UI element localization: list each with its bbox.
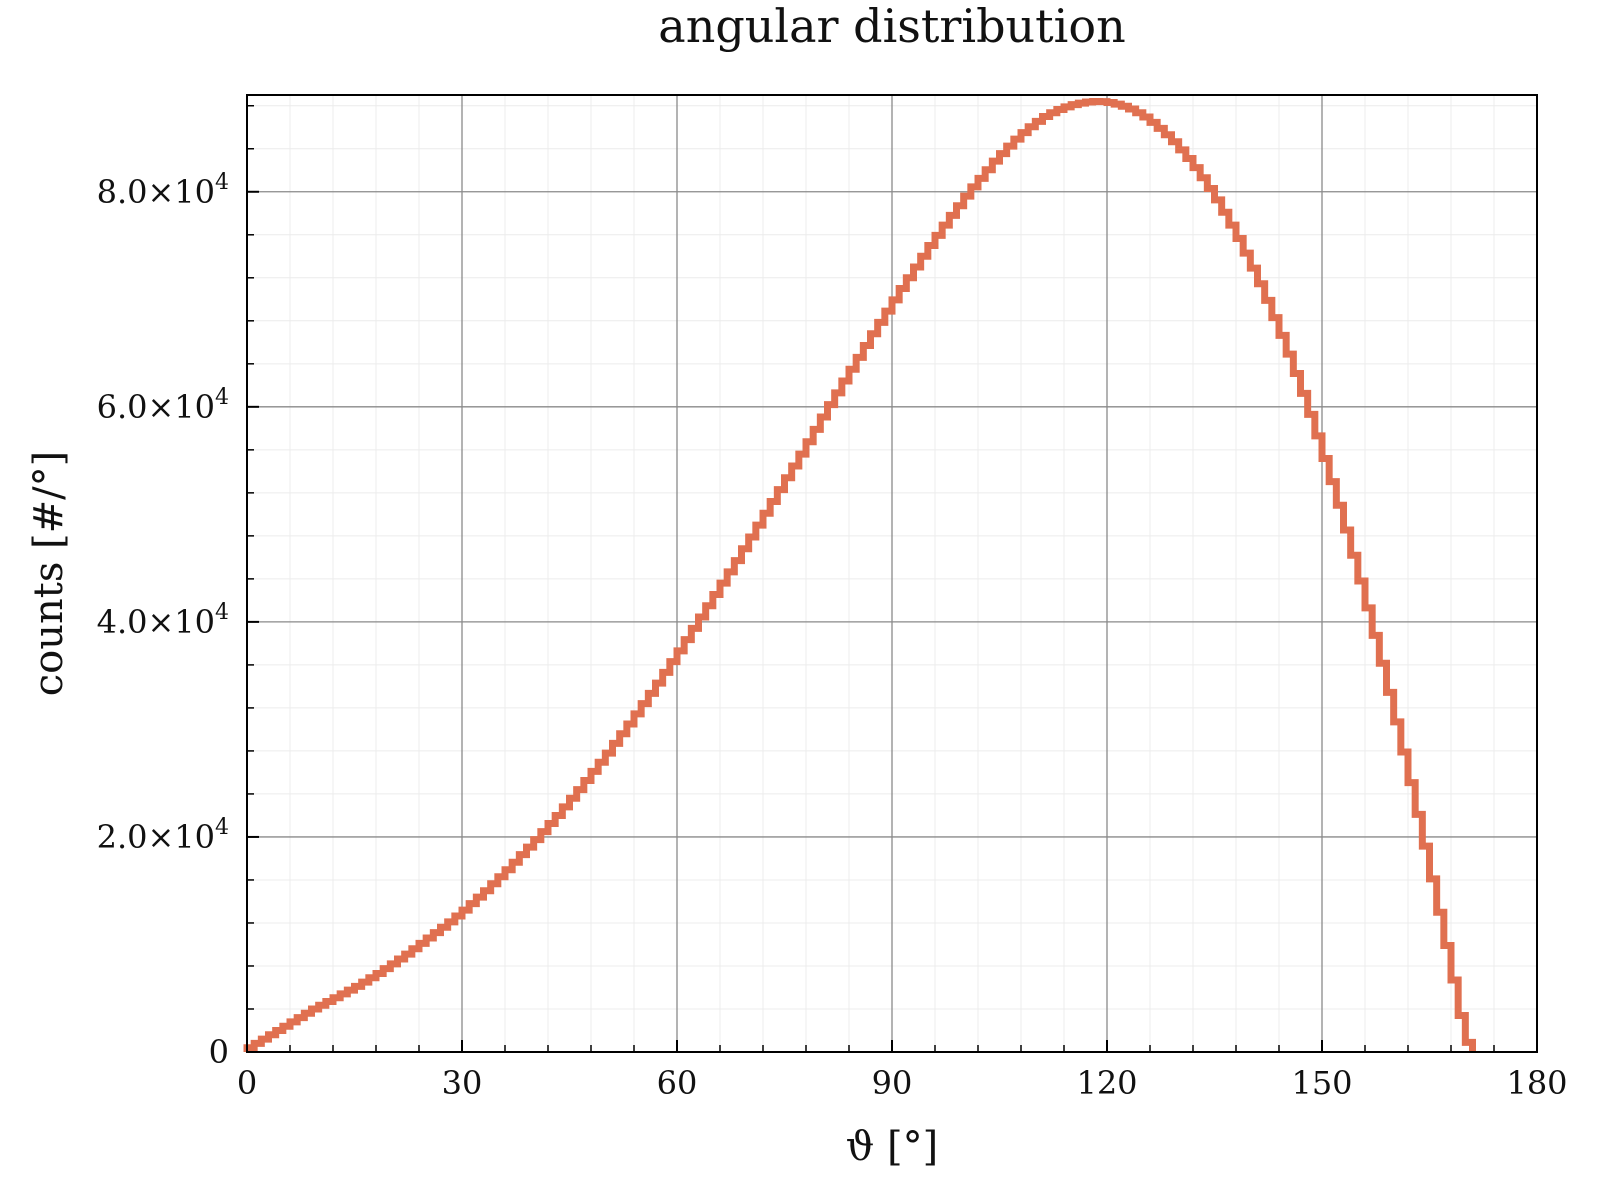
x-tick-label: 30 (442, 1064, 483, 1102)
x-tick-label: 180 (1506, 1064, 1567, 1102)
x-tick-label: 0 (237, 1064, 257, 1102)
series-layer (243, 97, 1476, 1052)
histogram-step-line (243, 97, 1476, 1052)
x-tick-label: 120 (1076, 1064, 1137, 1102)
x-tick-label: 90 (872, 1064, 913, 1102)
x-tick-label: 150 (1291, 1064, 1352, 1102)
x-axis-label: ϑ [°] (846, 1124, 939, 1170)
y-tick-label: 4.0×104 (97, 600, 229, 641)
grid-layer (247, 95, 1537, 1052)
y-tick-label: 6.0×104 (97, 385, 229, 426)
y-tick-label: 8.0×104 (97, 170, 229, 211)
ticks-layer: 0 30 60 90 120 150 180 0 2.0×104 4.0×104 6.0×104 8.… (97, 105, 1568, 1102)
y-axis-label: counts [#/°] (26, 451, 72, 697)
y-tick-label: 0 (209, 1033, 229, 1071)
y-tick-label: 2.0×104 (97, 815, 229, 856)
chart-title: angular distribution (658, 0, 1125, 53)
x-tick-label: 60 (657, 1064, 698, 1102)
